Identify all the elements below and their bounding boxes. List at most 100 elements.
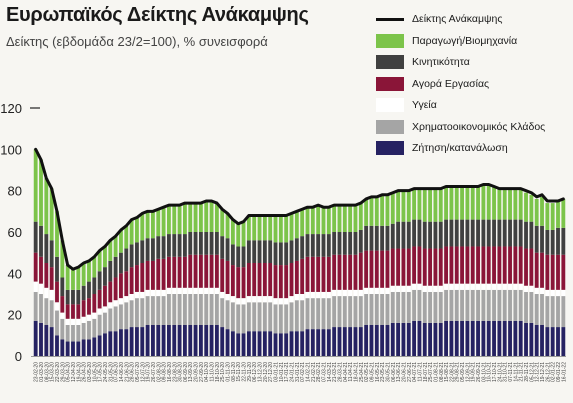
bar-segment-0 [508,320,512,356]
bar-segment-4 [310,234,315,257]
x-tick-label: 13-12-20 [258,362,264,382]
bar-segment-5 [513,188,518,220]
bar-segment-3 [369,250,374,288]
bar-segment-4 [204,232,209,255]
x-tick-label: 25-10-20 [220,362,226,382]
bar-segment-3 [305,256,310,292]
bar-segment-5 [252,215,257,241]
x-tick-label: 01-03-20 [39,362,45,382]
bar-segment-0 [465,320,470,356]
bar-segment-0 [71,341,75,356]
bar-segment-3 [44,263,49,288]
bar-segment-0 [172,325,177,356]
bar-segment-4 [438,221,443,249]
bar-segment-4 [524,221,528,249]
bar-segment-4 [406,221,411,249]
bar-segment-5 [225,213,230,239]
bar-segment-2 [87,314,91,321]
bar-segment-5 [119,229,123,253]
bar-segment-3 [486,246,491,284]
bar-segment-1 [401,291,406,323]
bar-segment-1 [44,298,49,325]
x-tick-label: 22-11-20 [242,362,248,382]
bar-segment-0 [188,325,193,356]
bar-segment-2 [209,287,214,294]
bar-segment-0 [33,320,38,356]
bar-segment-3 [449,246,454,284]
bar-segment-1 [310,298,315,330]
bar-segment-4 [332,232,337,255]
bar-segment-1 [33,291,38,321]
bar-segment-3 [65,304,70,319]
bar-segment-1 [273,304,278,334]
bar-segment-4 [172,234,177,257]
bar-segment-2 [316,291,321,299]
legend-item: Ζήτηση/κατανάλωση [376,139,572,157]
bar-segment-0 [412,320,417,356]
bar-segment-5 [401,190,406,222]
bar-segment-1 [342,296,347,328]
bar-segment-3 [108,281,113,303]
x-tick-label: 16-01-22 [561,362,567,382]
x-tick-label: 24-05-20 [103,362,109,382]
bar-segment-3 [71,304,75,319]
bar-segment-0 [182,325,187,356]
bar-segment-1 [337,296,342,328]
bar-segment-0 [108,331,113,356]
bar-segment-4 [225,238,230,261]
bar-segment-0 [310,329,315,356]
bar-segment-3 [364,250,369,288]
bar-segment-3 [396,248,401,286]
bar-segment-0 [278,333,283,356]
bar-segment-3 [326,256,331,292]
bar-segment-3 [246,263,251,297]
y-tick-label: 0 [15,349,22,364]
x-tick-label: 14-11-21 [513,362,519,382]
bar-segment-3 [348,254,353,290]
x-tick-label: 18-04-21 [353,362,359,382]
x-tick-labels: 23-02-20 01-03-20 08-03-20 15-03-20 22-03-20… [34,362,568,382]
bar-segment-5 [481,184,486,220]
bar-segment-2 [182,287,187,294]
bar-segment-4 [460,219,464,247]
x-tick-label: 08-11-20 [231,362,237,382]
bar-segment-5 [465,186,470,220]
bar-segment-1 [65,325,70,342]
bar-segment-3 [438,248,443,286]
bar-segment-4 [428,221,433,249]
bar-segment-1 [460,289,464,321]
bar-segment-3 [332,254,337,290]
bar-segment-1 [188,294,193,325]
bar-segment-1 [236,304,241,334]
bar-segment-2 [284,298,289,305]
x-tick-label: 20-12-20 [263,362,269,382]
x-tick-label: 17-01-21 [284,362,290,382]
bar-segment-5 [417,188,422,220]
bar-segment-1 [476,289,480,321]
x-tick-label: 09-08-20 [162,362,168,382]
x-tick-label: 11-04-21 [348,362,354,382]
y-tick-label: 120 [0,101,22,116]
x-tick-label: 21-11-21 [519,362,525,382]
bar-segment-3 [310,256,315,292]
x-tick-label: 09-01-22 [556,362,562,382]
bar-segment-3 [167,256,171,288]
x-tick-label: 27-12-20 [268,362,274,382]
bar-segment-0 [300,331,305,356]
x-tick-label: 10-10-21 [487,362,493,382]
bar-segment-0 [97,335,102,356]
bar-segment-4 [449,219,454,247]
bar-segment-5 [220,209,225,237]
bar-segment-4 [289,240,294,263]
x-tick-label: 24-01-21 [290,362,296,382]
bar-segment-5 [342,205,347,232]
bar-segment-0 [113,331,118,356]
x-tick-label: 23-05-21 [380,362,386,382]
bar-segment-5 [145,211,150,239]
bar-segment-0 [433,322,438,356]
bar-segment-4 [145,238,150,261]
bar-segment-0 [396,322,401,356]
bar-segment-3 [278,265,283,299]
x-tick-label: 10-01-21 [279,362,285,382]
x-tick-label: 05-12-21 [529,362,535,382]
